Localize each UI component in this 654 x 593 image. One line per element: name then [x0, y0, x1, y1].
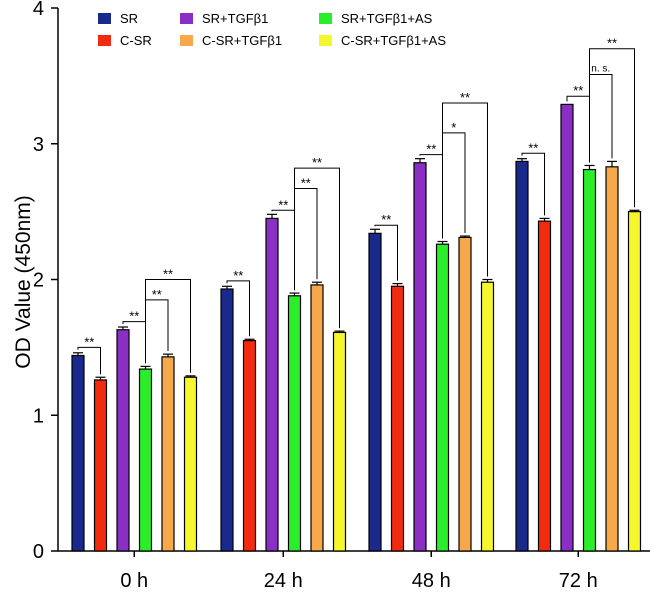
legend-label-5: C-SR+TGFβ1+AS — [341, 33, 446, 48]
bar-4-1 — [310, 284, 324, 552]
sig-bracket-10 — [442, 132, 466, 239]
sig-bracket-7 — [294, 167, 340, 329]
y-tick-label-2: 2 — [33, 270, 44, 292]
legend-swatch-1 — [98, 35, 111, 46]
sig-label-5: ** — [278, 197, 288, 212]
sig-label-2: ** — [152, 287, 162, 302]
y-tick-label-4: 4 — [33, 0, 44, 20]
sig-label-10: * — [451, 120, 456, 135]
sig-bracket-15 — [589, 48, 635, 208]
y-tick-label-0: 0 — [33, 541, 44, 563]
legend-swatch-4 — [180, 35, 193, 46]
bar-4-3 — [605, 166, 619, 552]
significance-layer: ******** *******************n. s.** — [77, 36, 635, 375]
legend-label-0: SR — [120, 11, 138, 26]
sig-label-7: ** — [312, 155, 322, 170]
sig-bracket-0 — [77, 346, 101, 375]
bar-3-3 — [582, 168, 597, 552]
legend-swatch-3 — [319, 13, 332, 24]
bar-2-0 — [116, 329, 130, 552]
bar-5-3 — [627, 211, 642, 552]
x-tick-label-1: 24 h — [264, 570, 303, 592]
bar-1-2 — [390, 285, 405, 552]
bar-0-3 — [515, 160, 529, 552]
sig-bracket-11 — [442, 102, 488, 277]
legend-label-1: C-SR — [120, 33, 152, 48]
legend-swatch-0 — [98, 13, 111, 24]
y-axis-label: OD Value (450nm) — [12, 195, 35, 369]
x-tick-label-2: 48 h — [412, 570, 451, 592]
bar-3-1 — [287, 295, 302, 552]
sig-label-11: ** — [460, 90, 470, 105]
y-tick-label-1: 1 — [33, 405, 44, 427]
sig-bracket-12 — [521, 152, 545, 216]
legend-swatch-2 — [180, 13, 193, 24]
bar-2-1 — [265, 217, 279, 552]
bar-1-0 — [93, 379, 108, 552]
sig-label-3: ** — [163, 267, 173, 282]
legend-swatch-5 — [319, 35, 332, 46]
sig-label-4: ** — [233, 268, 243, 283]
bar-0-0 — [71, 354, 85, 552]
sig-label-8: ** — [381, 212, 391, 227]
sig-label-14: n. s. — [591, 64, 610, 75]
legend-label-4: C-SR+TGFβ1 — [202, 33, 282, 48]
bar-4-0 — [161, 356, 175, 552]
bar-2-3 — [560, 103, 574, 552]
bar-4-2 — [458, 236, 472, 552]
sig-bracket-4 — [226, 280, 250, 337]
sig-label-0: ** — [84, 334, 94, 349]
sig-bracket-6 — [294, 188, 318, 291]
sig-bracket-14 — [589, 74, 613, 163]
y-tick-label-3: 3 — [33, 134, 44, 156]
legend-label-2: SR+TGFβ1 — [202, 11, 268, 26]
bar-5-2 — [480, 281, 495, 552]
axes: 0 1 2 3 4 0 h 24 h 48 h 72 h — [33, 0, 650, 592]
bar-3-2 — [435, 243, 450, 552]
bar-3-0 — [138, 368, 153, 552]
sig-label-9: ** — [426, 142, 436, 157]
x-tick-label-0: 0 h — [120, 570, 148, 592]
legend: SR SR+TGFβ1 SR+TGFβ1+AS C-SR C-SR+TGFβ1 C-SR+… — [98, 11, 446, 48]
bar-2-2 — [413, 162, 427, 552]
bar-0-1 — [220, 288, 234, 552]
bar-5-1 — [332, 331, 347, 552]
bars-layer — [71, 103, 642, 552]
bar-1-1 — [242, 339, 257, 552]
legend-label-3: SR+TGFβ1+AS — [341, 11, 433, 26]
bar-0-2 — [368, 232, 382, 552]
sig-label-13: ** — [573, 83, 583, 98]
sig-label-12: ** — [528, 140, 538, 155]
sig-label-1: ** — [129, 309, 139, 324]
bar-5-0 — [183, 376, 198, 552]
sig-bracket-8 — [374, 224, 398, 281]
bar-1-3 — [537, 220, 552, 552]
sig-label-15: ** — [607, 36, 617, 51]
sig-bracket-3 — [145, 279, 191, 373]
x-tick-label-3: 72 h — [559, 570, 598, 592]
sig-label-6: ** — [301, 176, 311, 191]
